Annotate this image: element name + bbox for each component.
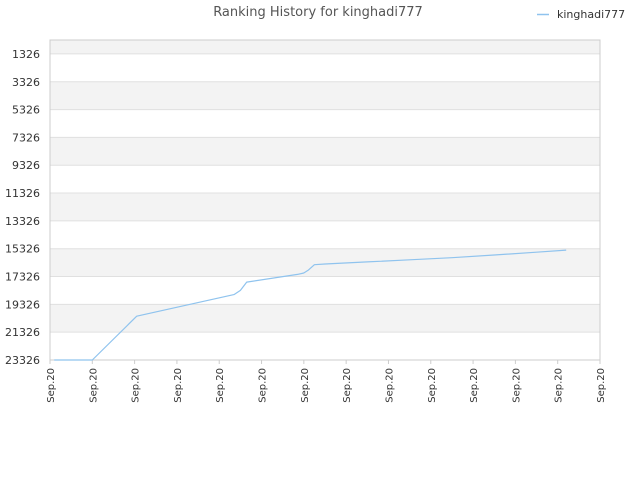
y-tick-label: 23326 xyxy=(5,354,40,367)
grid-band xyxy=(50,109,600,138)
x-tick-label: Sep.20 xyxy=(258,368,269,403)
y-tick-label: 1326 xyxy=(12,48,40,61)
y-tick-label: 21326 xyxy=(5,326,40,339)
grid-band xyxy=(50,248,600,277)
y-tick-label: 15326 xyxy=(5,243,40,256)
chart-title: Ranking History for kinghadi777 xyxy=(213,5,423,20)
y-tick-label: 11326 xyxy=(5,187,40,200)
x-tick-label: Sep.20 xyxy=(469,368,480,403)
x-tick-label: Sep.20 xyxy=(215,368,226,403)
plot-frame xyxy=(49,39,601,361)
grid-band xyxy=(50,193,600,221)
x-tick-label: Sep.20 xyxy=(427,368,438,403)
x-tick-label: Sep.20 xyxy=(384,368,395,403)
y-tick-label: 9326 xyxy=(12,159,40,172)
x-tick-label: Sep.20 xyxy=(554,368,565,403)
y-tick-label: 7326 xyxy=(12,131,40,144)
grid-band xyxy=(50,137,600,166)
x-tick-label: Sep.20 xyxy=(511,368,522,403)
legend-label: kinghadi777 xyxy=(557,8,625,21)
y-tick-label: 3326 xyxy=(12,76,40,89)
grid-band xyxy=(50,81,600,110)
grid-band xyxy=(50,304,600,333)
grid-band xyxy=(50,276,600,305)
grid-band xyxy=(50,332,600,360)
x-tick-label: Sep.20 xyxy=(131,368,142,403)
x-tick-label: Sep.20 xyxy=(342,368,353,403)
y-tick-label: 17326 xyxy=(5,271,40,284)
grid-band xyxy=(50,40,600,54)
series-line-kinghadi777 xyxy=(54,249,567,361)
grid-band xyxy=(50,220,600,249)
x-tick-label: Sep.20 xyxy=(300,368,311,403)
grid-band xyxy=(50,165,600,194)
x-tick-label: Sep.20 xyxy=(596,368,607,403)
grid-band xyxy=(50,53,600,82)
y-tick-label: 13326 xyxy=(5,215,40,228)
x-tick-label: Sep.20 xyxy=(88,368,99,403)
x-tick-label: Sep.20 xyxy=(173,368,184,403)
y-tick-label: 5326 xyxy=(12,104,40,117)
y-tick-label: 19326 xyxy=(5,298,40,311)
x-tick-label: Sep.20 xyxy=(46,368,57,403)
